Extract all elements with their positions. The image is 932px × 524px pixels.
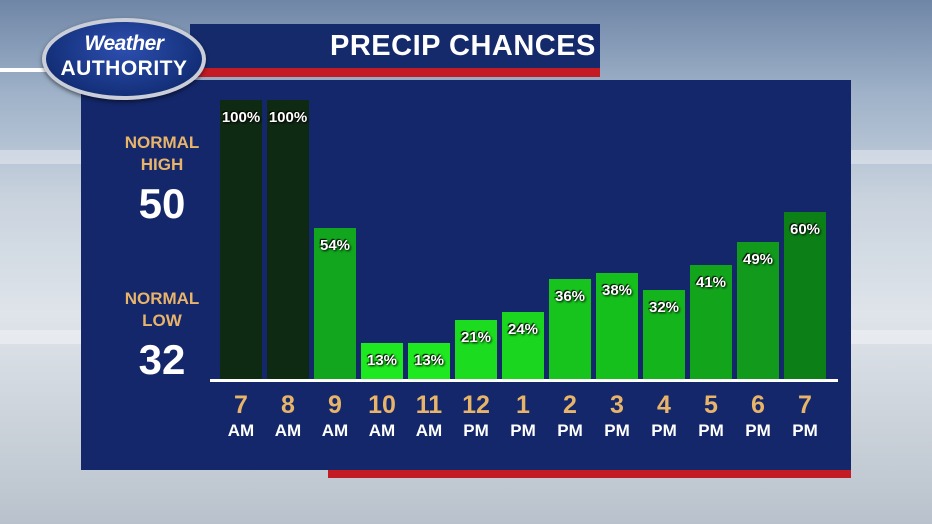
bar-value-label-4: 13% <box>413 351 445 369</box>
bar-4 <box>408 342 450 379</box>
x-tick-hour-10: 5 <box>704 391 718 419</box>
normal-high-label: NORMAL HIGH <box>102 132 222 176</box>
x-tick-period-11: PM <box>745 421 771 440</box>
bar-8 <box>596 272 638 379</box>
normal-high-value: 50 <box>138 180 186 227</box>
bar-value-label-5: 21% <box>460 329 492 347</box>
bar-0 <box>220 100 262 379</box>
normal-high-label-line-2: HIGH <box>140 155 184 174</box>
x-tick-period-7: PM <box>557 421 583 440</box>
bar-3 <box>361 342 403 379</box>
bar-10 <box>690 264 732 379</box>
bar-11 <box>737 242 779 379</box>
x-tick-hour-12: 7 <box>798 391 812 419</box>
normal-high-label-line-1: NORMAL <box>124 133 200 152</box>
bar-value-label-10: 41% <box>695 273 727 291</box>
bar-value-label-3: 13% <box>366 351 398 369</box>
weather-authority-logo: Weather AUTHORITY <box>42 18 206 100</box>
bar-value-label-11: 49% <box>742 251 774 269</box>
x-tick-period-5: PM <box>463 421 489 440</box>
x-tick-period-8: PM <box>604 421 630 440</box>
bar-value-label-12: 60% <box>789 220 821 238</box>
bar-6 <box>502 312 544 379</box>
page-title: PRECIP CHANCES <box>330 30 596 62</box>
x-tick-hour-2: 9 <box>328 391 342 419</box>
normal-low-label: NORMAL LOW <box>102 288 222 332</box>
title-bar: PRECIP CHANCES <box>190 24 600 77</box>
x-tick-hour-6: 1 <box>516 391 530 419</box>
x-tick-hour-3: 10 <box>368 391 396 419</box>
x-tick-hour-7: 2 <box>563 391 577 419</box>
x-tick-period-4: AM <box>415 421 443 440</box>
x-tick-period-1: AM <box>274 421 302 440</box>
x-tick-hour-9: 4 <box>657 391 671 419</box>
x-tick-period-6: PM <box>510 421 536 440</box>
x-tick-period-2: AM <box>321 421 349 440</box>
x-tick-hour-4: 11 <box>415 391 443 419</box>
x-tick-hour-5: 12 <box>462 391 490 419</box>
panel-accent-bar <box>328 470 851 478</box>
bar-12 <box>784 211 826 379</box>
x-tick-hour-1: 8 <box>281 391 295 419</box>
normal-low-label-line-1: NORMAL <box>124 289 200 308</box>
x-tick-period-12: PM <box>792 421 818 440</box>
logo-line-1: Weather <box>84 32 164 55</box>
logo-line-2: AUTHORITY <box>60 57 188 80</box>
x-tick-period-9: PM <box>651 421 677 440</box>
bar-1 <box>267 100 309 379</box>
bar-value-label-1: 100% <box>268 109 308 126</box>
bar-7 <box>549 278 591 379</box>
bar-9 <box>643 289 685 379</box>
bar-value-label-7: 36% <box>554 287 586 305</box>
x-tick-hour-11: 6 <box>751 391 765 419</box>
x-tick-period-0: AM <box>227 421 255 440</box>
bar-5 <box>455 320 497 379</box>
x-tick-period-3: AM <box>368 421 396 440</box>
bar-2 <box>314 228 356 379</box>
bar-value-label-8: 38% <box>601 281 633 299</box>
x-tick-hour-8: 3 <box>610 391 624 419</box>
bar-value-label-0: 100% <box>221 109 261 126</box>
chart-baseline <box>210 379 838 382</box>
bar-value-label-6: 24% <box>507 321 539 339</box>
bar-value-label-2: 54% <box>319 237 351 255</box>
normal-low-value: 32 <box>138 336 186 383</box>
x-tick-period-10: PM <box>698 421 724 440</box>
x-tick-hour-0: 7 <box>234 391 248 419</box>
normal-low-label-line-2: LOW <box>142 311 182 330</box>
bar-value-label-9: 32% <box>648 298 680 316</box>
